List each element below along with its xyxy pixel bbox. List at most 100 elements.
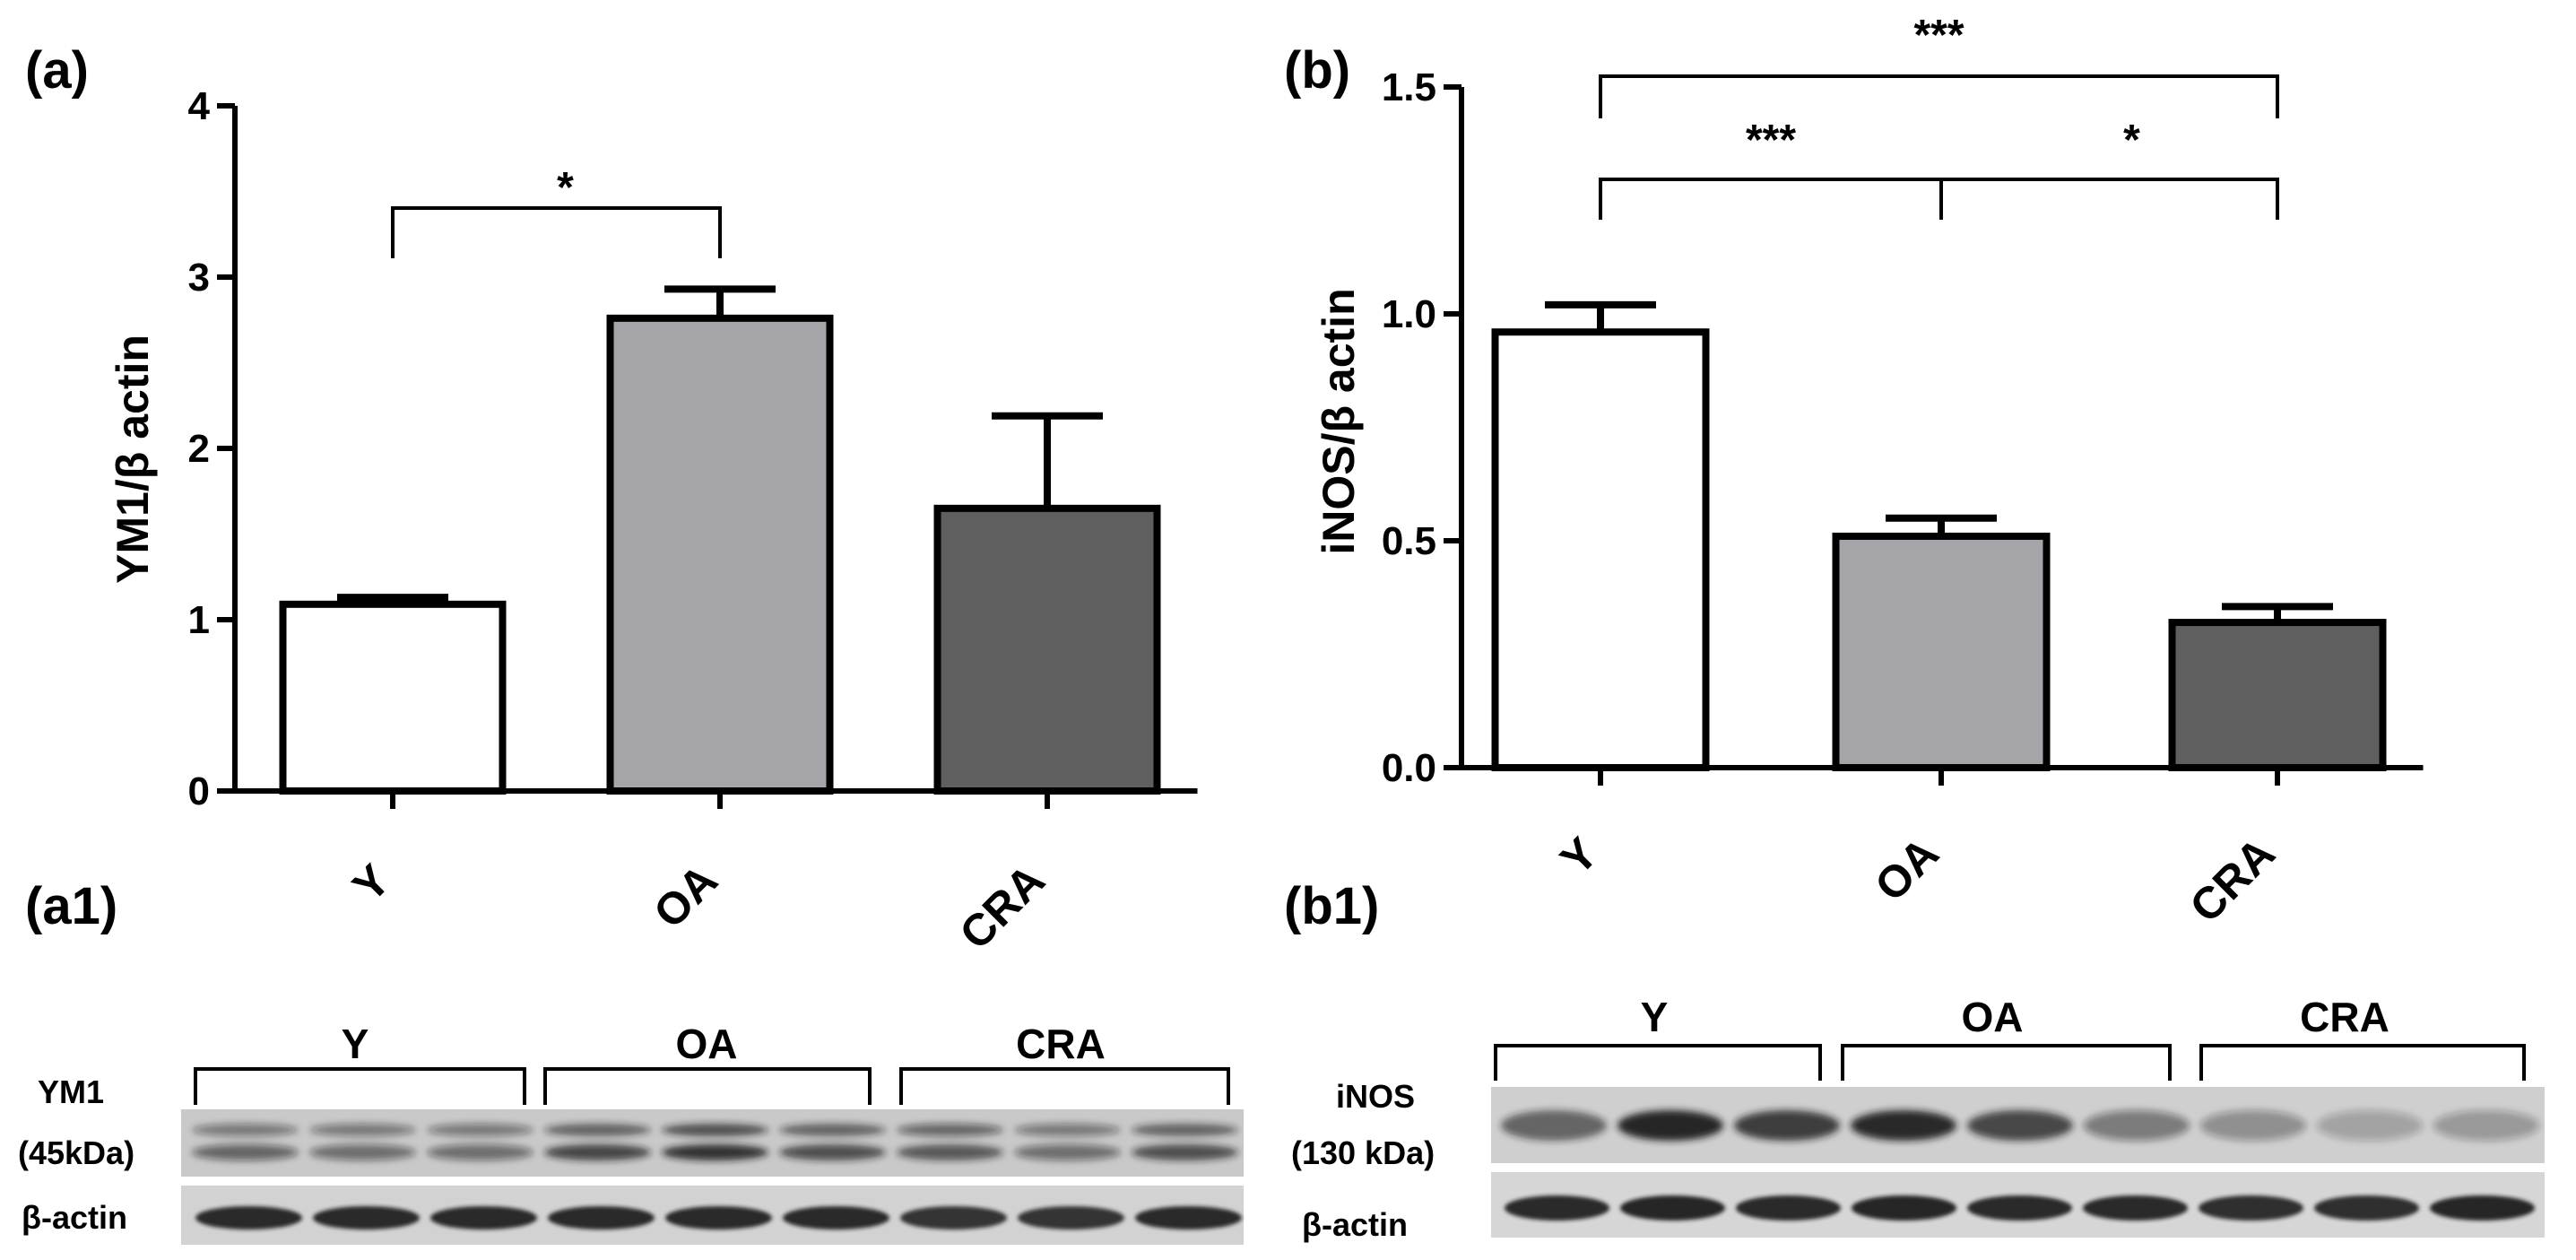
blot-a1-protein-name: YM1 [38,1073,104,1110]
panel-label-a: (a) [25,41,89,100]
significance-bracket-a-0 [391,206,722,258]
x-categories-b: Y OA CRA [1551,828,2285,932]
actin-b-band-6 [2199,1195,2303,1221]
ym1-band-bottom-8 [1132,1144,1238,1160]
ym1-band-top-6 [897,1124,1003,1136]
actin-a-band-3 [548,1206,655,1230]
bar-b-y [1491,328,1710,771]
panel-label-b: (b) [1284,41,1350,100]
significance-bracket-b-1 [1599,178,2279,220]
ym1-band-bottom-7 [1014,1144,1121,1160]
blot-a1-bracket-y [194,1067,526,1105]
blot-b1-group-oa: OA [1962,994,2024,1040]
significance-label-b-1: *** [1746,117,1796,164]
ym1-band-bottom-3 [544,1144,651,1160]
blot-b1-loading-label: β-actin [1302,1206,1408,1243]
actin-a-band-5 [783,1206,889,1230]
actin-a-band-8 [1135,1206,1242,1230]
ym1-band-bottom-0 [192,1144,299,1160]
ym1-band-bottom-5 [779,1144,886,1160]
x-category-label-b-oa: OA [1865,828,1948,911]
blot-a1-ym1-strip [181,1109,1244,1177]
bar-a-cra [933,504,1161,795]
actin-b-band-1 [1620,1195,1725,1221]
actin-b-band-5 [2083,1195,2188,1221]
ym1-band-top-2 [427,1124,533,1136]
x-categories-a: Y OA CRA [343,855,1054,959]
actin-a-band-7 [1018,1206,1124,1230]
blot-a1-actin-bands [195,1206,1242,1230]
actin-b-band-7 [2314,1195,2419,1221]
blot-b1-inos-bands [1501,1110,2539,1141]
y-axis-label-a: YM1/β actin [108,335,158,584]
y-tick-label-b-2: 1.0 [1382,292,1436,336]
blot-a1-ym1-bands [192,1124,1238,1160]
y-tick-label-a-1: 1 [188,598,210,642]
actin-b-band-4 [1967,1195,2072,1221]
bar-a-y [279,600,507,795]
x-category-label-a-oa: OA [644,855,727,938]
ym1-band-bottom-1 [309,1144,416,1160]
y-tick-label-b-3: 1.5 [1382,65,1436,109]
bar-b-cra [2168,619,2387,772]
inos-band-2 [1734,1110,1840,1141]
western-blot-a1: (a1) Y OA CRA YM1 (45kDa) β-actin [18,877,1244,1245]
y-tick-label-a-0: 0 [188,769,210,813]
significance-label-a-0: * [557,164,574,212]
blot-a1-bracket-oa [543,1067,872,1105]
ym1-band-top-7 [1014,1124,1121,1136]
inos-band-1 [1618,1110,1723,1141]
blot-b1-group-y: Y [1641,994,1669,1040]
ym1-band-bottom-6 [897,1144,1003,1160]
western-blot-b1: (b1) Y OA CRA iNOS (130 kDa) β-actin [1284,877,2545,1243]
x-category-label-b-y: Y [1551,828,1608,884]
significance-label-b-0: *** [1913,12,1964,59]
y-axis-label-b: iNOS/β actin [1314,288,1364,554]
actin-a-band-4 [665,1206,772,1230]
x-category-label-a-cra: CRA [950,855,1054,959]
blot-b1-protein-name: iNOS [1336,1078,1415,1115]
inos-band-5 [2084,1110,2190,1141]
ym1-band-bottom-4 [662,1144,768,1160]
significance-a: * [391,164,722,258]
actin-a-band-0 [195,1206,302,1230]
y-tick-label-a-3: 3 [188,256,210,300]
x-category-label-a-y: Y [343,855,400,911]
inos-band-7 [2317,1110,2423,1141]
inos-band-0 [1501,1110,1607,1141]
ym1-band-top-5 [779,1124,886,1136]
blot-b1-inos-strip [1491,1087,2545,1163]
chart-panel-b: (b) iNOS/β actin 0.00.51.01.5 Y OA CRA ***… [1284,12,2424,932]
ym1-band-top-1 [309,1124,416,1136]
inos-band-4 [1967,1110,2073,1141]
ym1-band-top-0 [192,1124,299,1136]
blot-a1-loading-label: β-actin [22,1199,127,1236]
blot-b1-group-cra: CRA [2300,994,2390,1040]
significance-b: ****** * [1599,12,2279,220]
actin-b-band-8 [2430,1195,2535,1221]
actin-b-band-2 [1736,1195,1841,1221]
ym1-band-bottom-2 [427,1144,533,1160]
ym1-band-top-3 [544,1124,651,1136]
chart-panel-a: (a) YM1/β actin 0 1 2 3 4 Y OA CRA * [25,41,1198,959]
actin-a-band-1 [313,1206,420,1230]
bar-b-oa [1832,532,2051,771]
significance-bracket-b-0 [1599,74,2279,118]
actin-a-band-2 [430,1206,537,1230]
ym1-band-top-4 [662,1124,768,1136]
ym1-band-top-8 [1132,1124,1238,1136]
blot-a1-bracket-cra [899,1067,1230,1105]
blot-b1-actin-bands [1505,1195,2535,1221]
bars-b [1491,300,2387,772]
actin-b-band-0 [1505,1195,1609,1221]
actin-b-band-3 [1852,1195,1956,1221]
blot-a1-actin-strip [181,1186,1244,1245]
panel-label-a1: (a1) [25,877,117,935]
bars-a [279,285,1161,795]
blot-b1-bracket-oa [1841,1044,2172,1081]
panel-label-b1: (b1) [1284,877,1379,935]
y-tick-label-b-1: 0.5 [1382,519,1436,563]
blot-b1-bracket-y [1494,1044,1822,1081]
blot-b1-protein-size: (130 kDa) [1291,1134,1435,1171]
